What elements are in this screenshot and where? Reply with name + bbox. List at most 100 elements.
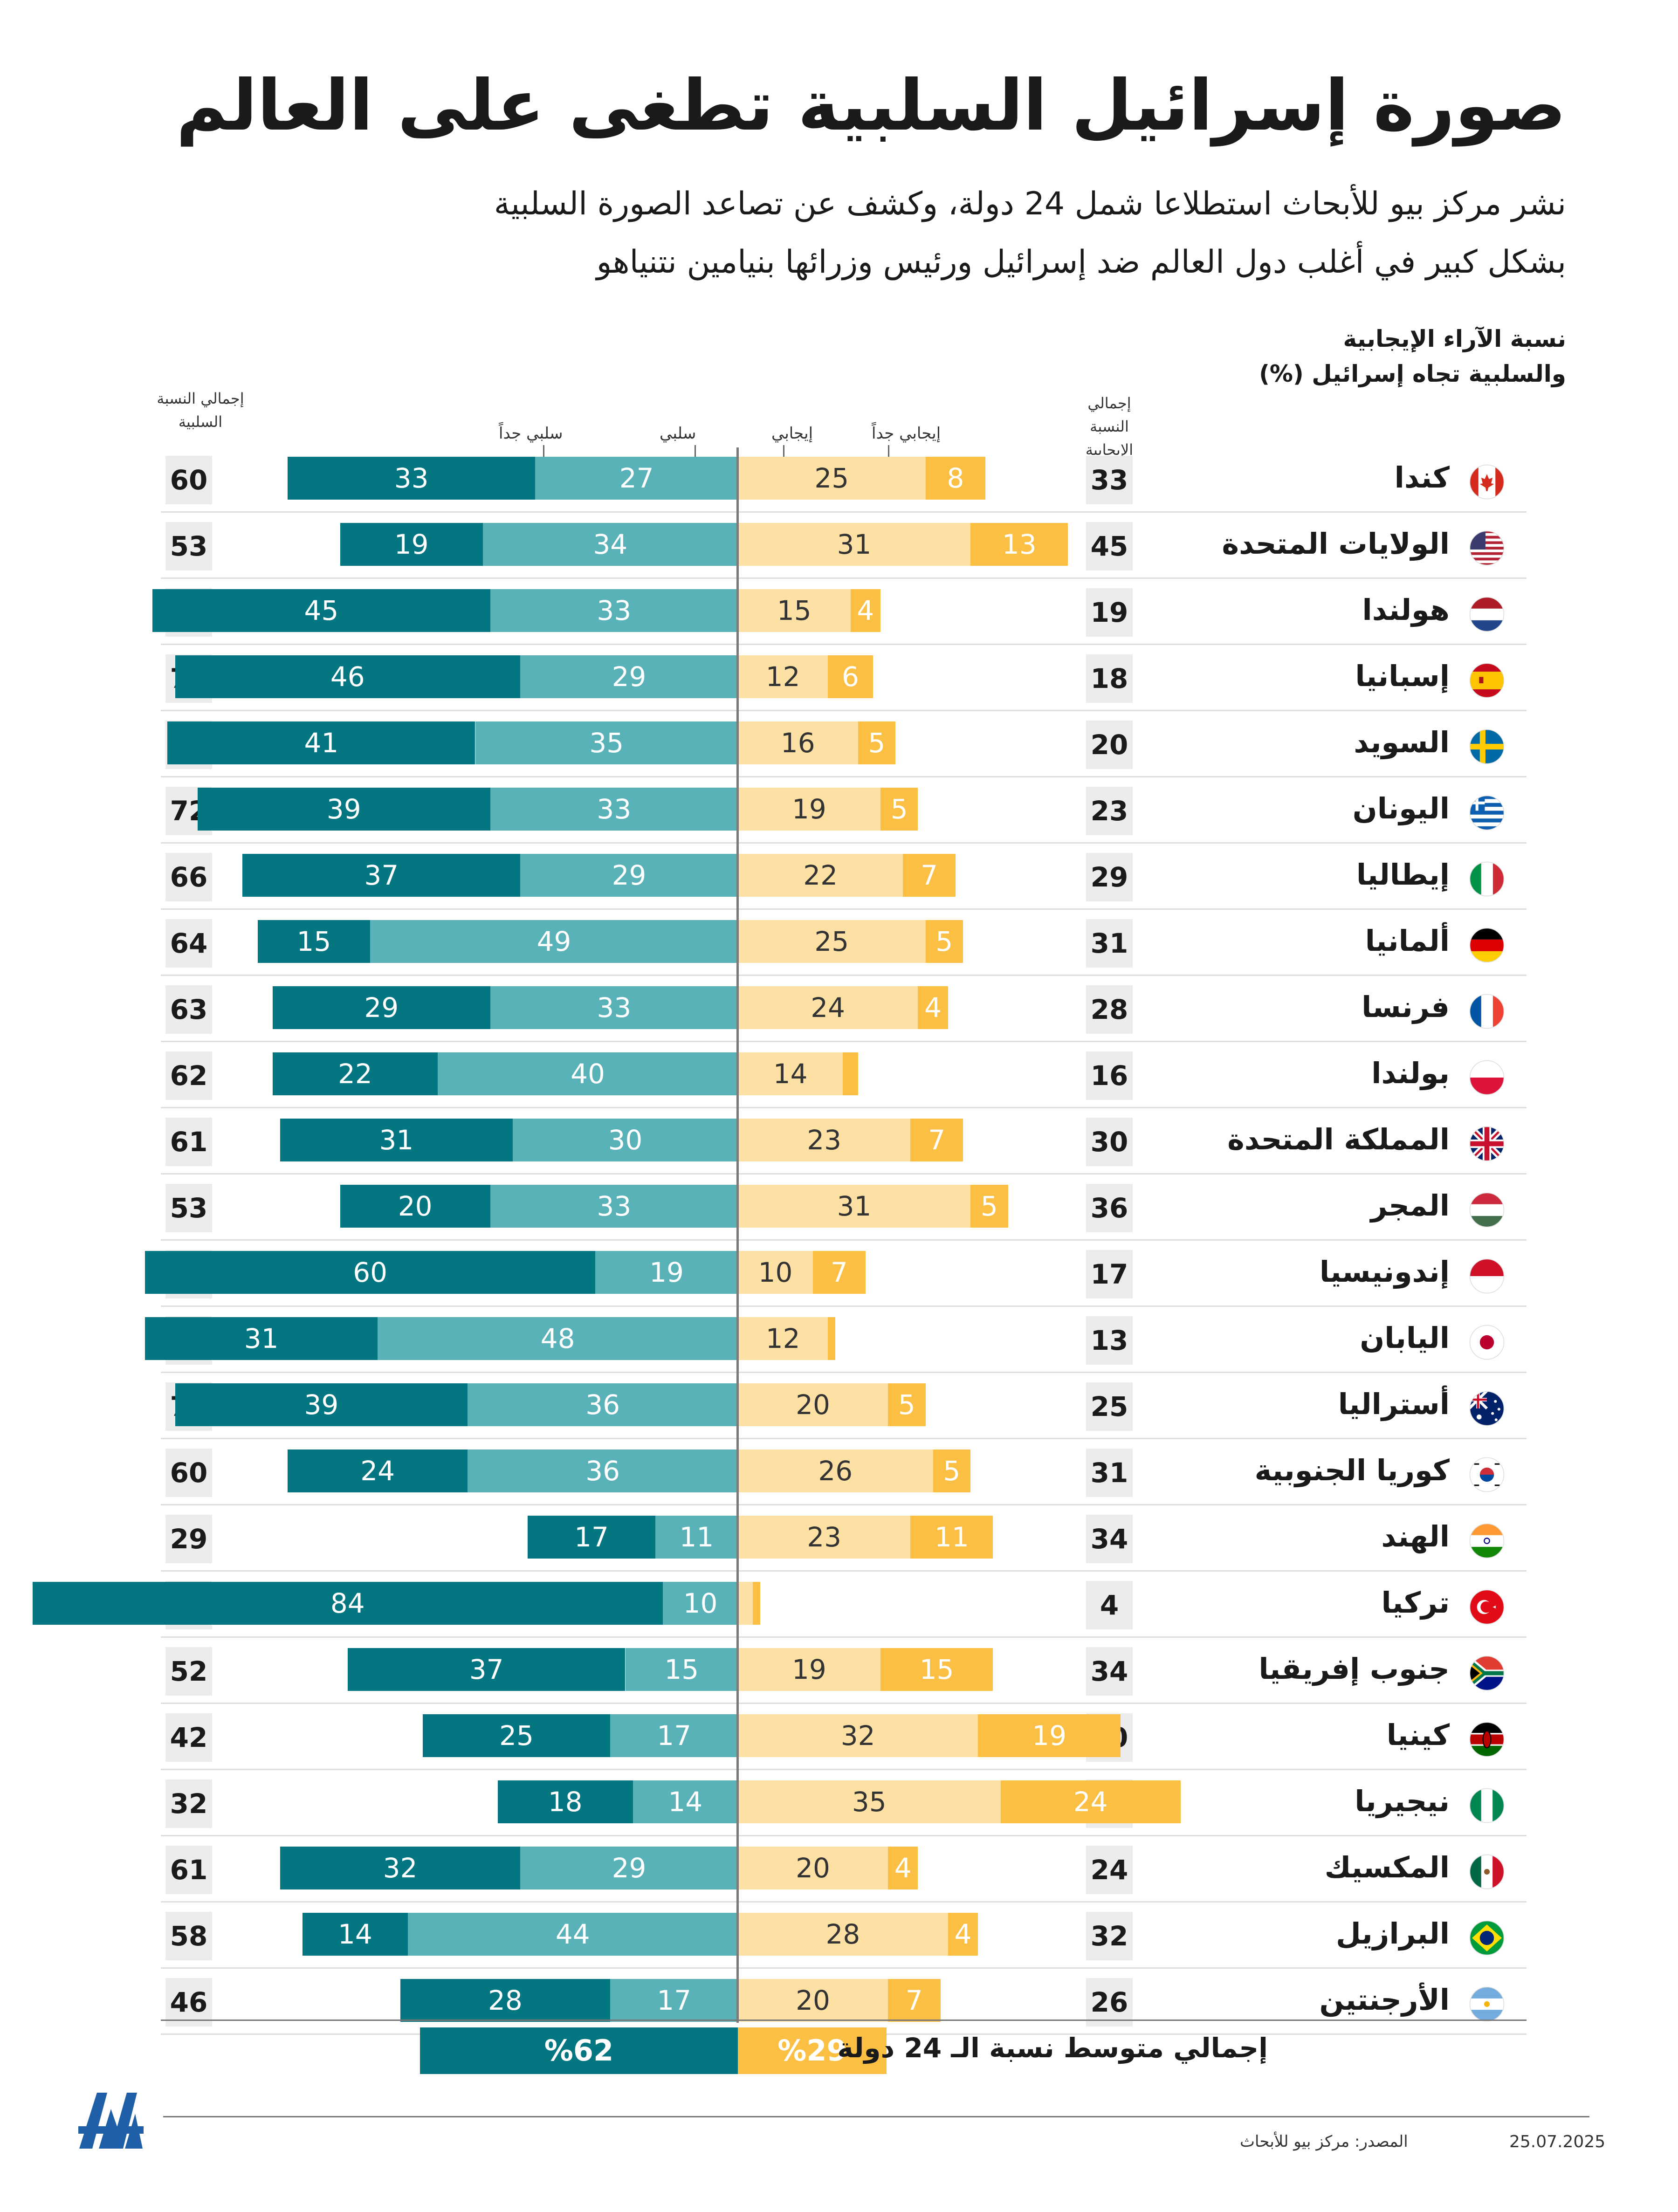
very-positive-bar-value: 4 bbox=[954, 1918, 972, 1950]
table-row: 7819هولندا3345154 bbox=[0, 580, 1678, 646]
row-divider bbox=[161, 1769, 1527, 1770]
positive-bar: 25 bbox=[738, 457, 926, 500]
positive-bar: 19 bbox=[738, 1648, 880, 1691]
negative-bar-value: 33 bbox=[597, 992, 632, 1024]
brazil-flag-icon bbox=[1469, 1920, 1505, 1956]
sweden-flag-icon bbox=[1469, 729, 1505, 764]
table-row: 64 31 ألمانيا 49 15 25 5 bbox=[0, 911, 1678, 977]
very-positive-bar: 7 bbox=[888, 1979, 941, 2022]
row-divider bbox=[161, 908, 1527, 910]
country-name: إسبانيا bbox=[1355, 659, 1450, 693]
average-positive-bar: %29 bbox=[738, 2027, 887, 2074]
negative-bar: 17 bbox=[610, 1714, 738, 1757]
spain-flag-icon bbox=[1469, 663, 1505, 698]
very-negative-tick bbox=[543, 445, 544, 457]
very-negative-bar-value: 29 bbox=[364, 992, 399, 1024]
very-positive-bar: 19 bbox=[978, 1714, 1121, 1757]
total-positive-value: 16 bbox=[1086, 1051, 1133, 1100]
kenya-flag-icon bbox=[1469, 1722, 1505, 1757]
country-name: نيجيريا bbox=[1355, 1784, 1450, 1818]
row-divider bbox=[161, 1239, 1527, 1241]
negative-bar-value: 44 bbox=[555, 1918, 590, 1950]
row-divider bbox=[161, 644, 1527, 645]
negative-bar-value: 19 bbox=[649, 1257, 684, 1288]
negative-bar: 11 bbox=[655, 1516, 738, 1559]
country-name: كينيا bbox=[1386, 1718, 1450, 1752]
positive-bar-value: 28 bbox=[825, 1918, 860, 1950]
very-positive-bar-value: 13 bbox=[1002, 529, 1037, 560]
total-positive-value: 20 bbox=[1086, 721, 1133, 769]
very-negative-bar-value: 32 bbox=[383, 1852, 418, 1884]
table-row: 61 24 المكسيك 29 32 20 4 bbox=[0, 1837, 1678, 1903]
negative-bar-value: 33 bbox=[597, 1190, 632, 1222]
negative-bar: 33 bbox=[490, 986, 738, 1029]
positive-bar: 35 bbox=[738, 1780, 1001, 1823]
positive-bar: 12 bbox=[738, 655, 828, 698]
very-positive-bar-value: 5 bbox=[943, 1455, 961, 1487]
country-name: المملكة المتحدة bbox=[1227, 1122, 1450, 1156]
subtitle: نشر مركز بيو للأبحاث استطلاعا شمل 24 دول… bbox=[168, 175, 1566, 291]
total-positive-header: إجمالي النسبة الإيجابية bbox=[1085, 394, 1134, 459]
positive-bar-value: 12 bbox=[765, 1323, 800, 1354]
positive-bar-value: 22 bbox=[803, 859, 838, 891]
average-negative-value: %62 bbox=[544, 2033, 614, 2068]
table-row: 53 45 الولايات المتحدة 34 19 31 13 bbox=[0, 514, 1678, 580]
very-positive-header: إيجابي جداً bbox=[872, 424, 941, 443]
row-divider bbox=[161, 511, 1527, 513]
row-divider bbox=[161, 710, 1527, 711]
very-negative-bar-value: 33 bbox=[394, 462, 429, 494]
negative-bar-value: 27 bbox=[619, 462, 654, 494]
france-flag-icon bbox=[1469, 994, 1505, 1029]
positive-bar-value: 25 bbox=[814, 462, 849, 494]
very-negative-bar: 22 bbox=[272, 1052, 438, 1095]
positive-bar-value: 14 bbox=[773, 1058, 808, 1090]
very-positive-bar: 5 bbox=[858, 721, 896, 764]
total-negative-value: 62 bbox=[165, 1051, 212, 1100]
zero-axis bbox=[736, 447, 739, 2023]
argentina-flag-icon bbox=[1469, 1986, 1505, 2022]
very-positive-bar bbox=[843, 1052, 858, 1095]
legend-title-line-1: نسبة الآراء الإيجابية bbox=[1343, 325, 1566, 352]
page-title: صورة إسرائيل السلبية تطغى على العالم bbox=[176, 65, 1567, 146]
very-positive-bar: 5 bbox=[933, 1449, 971, 1492]
very-positive-bar: 5 bbox=[925, 920, 963, 963]
total-negative-value: 32 bbox=[165, 1779, 212, 1828]
total-negative-value: 60 bbox=[165, 1449, 212, 1497]
very-positive-bar: 7 bbox=[910, 1119, 963, 1161]
very-negative-header: سلبي جداً bbox=[499, 424, 563, 443]
negative-bar: 44 bbox=[407, 1913, 738, 1956]
very-negative-bar: 32 bbox=[280, 1847, 521, 1889]
total-positive-value: 13 bbox=[1086, 1316, 1133, 1365]
very-positive-bar-value: 6 bbox=[842, 661, 859, 693]
very-positive-bar: 6 bbox=[828, 655, 873, 698]
negative-bar-value: 36 bbox=[585, 1389, 620, 1421]
table-row: 58 32 البرازيل 44 14 28 4 bbox=[0, 1903, 1678, 1970]
row-divider bbox=[161, 577, 1527, 579]
very-negative-bar: 19 bbox=[340, 523, 483, 566]
negative-bar-value: 11 bbox=[679, 1521, 714, 1553]
very-negative-bar: 84 bbox=[32, 1582, 663, 1625]
usa-flag-icon bbox=[1469, 530, 1505, 566]
legend-title-line-2: والسلبية تجاه إسرائيل (%) bbox=[1259, 360, 1566, 387]
negative-bar-value: 34 bbox=[593, 529, 628, 560]
negative-bar-value: 30 bbox=[608, 1124, 643, 1156]
very-positive-bar-value: 24 bbox=[1073, 1786, 1108, 1818]
positive-bar: 10 bbox=[738, 1251, 813, 1294]
average-positive-value: %29 bbox=[777, 2033, 847, 2068]
positive-bar-value: 26 bbox=[818, 1455, 853, 1487]
total-negative-value: 66 bbox=[165, 853, 212, 901]
total-positive-value: 33 bbox=[1086, 456, 1133, 504]
aa-logo-icon bbox=[78, 2093, 144, 2149]
very-positive-bar bbox=[828, 1317, 836, 1360]
very-negative-bar-value: 24 bbox=[360, 1455, 395, 1487]
positive-bar-value: 16 bbox=[780, 727, 815, 759]
positive-bar-value: 25 bbox=[814, 926, 849, 957]
total-positive-value: 31 bbox=[1086, 919, 1133, 968]
country-name: تركيا bbox=[1381, 1586, 1450, 1620]
table-row: 66 29 إيطاليا 29 37 22 7 bbox=[0, 845, 1678, 911]
table-row: 8017إندونيسيا1960107 bbox=[0, 1242, 1678, 1308]
very-positive-bar-value: 7 bbox=[905, 1985, 923, 2016]
very-positive-bar: 7 bbox=[813, 1251, 866, 1294]
table-row: 7520السويد3541165 bbox=[0, 712, 1678, 778]
very-negative-bar: 18 bbox=[497, 1780, 633, 1823]
